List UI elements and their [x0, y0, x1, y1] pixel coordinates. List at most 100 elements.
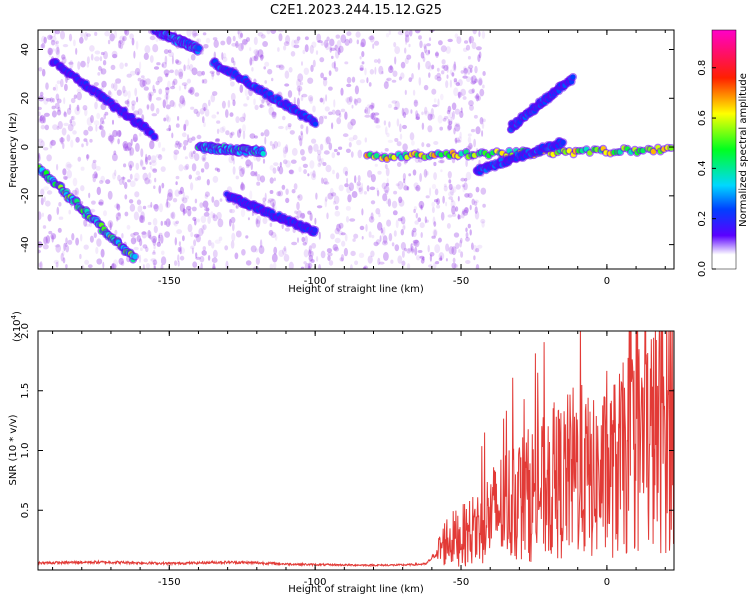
spectrogram-speckle — [451, 102, 457, 111]
spectrogram-speckle — [264, 61, 270, 67]
spectrogram-speckle — [446, 64, 449, 73]
spectrogram-speckle — [366, 77, 369, 84]
spectrogram-speckle — [260, 132, 264, 137]
spectrogram-speckle — [427, 65, 433, 71]
spectrogram-speckle — [43, 97, 49, 105]
spectrogram-speckle — [95, 165, 101, 171]
spectrogram-speckle — [242, 124, 246, 133]
spectrogram-speckle — [356, 97, 362, 104]
spectrogram-speckle — [229, 132, 233, 139]
spectrogram-speckle — [62, 250, 65, 256]
spectrogram-speckle — [120, 261, 125, 266]
spectrogram-speckle — [139, 61, 142, 70]
spectrogram-speckle — [204, 108, 210, 117]
spectrogram-speckle — [333, 246, 340, 252]
spectrogram-speckle — [361, 182, 364, 192]
spectrogram-speckle — [433, 172, 437, 181]
spectrogram-speckle — [235, 205, 238, 209]
spectrogram-speckle — [50, 39, 56, 46]
spectrogram-y-label: Frequency (Hz) — [8, 112, 19, 188]
spectrogram-speckle — [311, 242, 317, 249]
spectrogram-speckle — [131, 103, 135, 111]
spectrogram-speckle — [374, 163, 378, 167]
spectrogram-speckle — [42, 225, 47, 229]
spectrogram-speckle — [475, 93, 480, 102]
spectrogram-speckle — [224, 245, 229, 251]
spectrogram-speckle — [122, 141, 129, 149]
spectrogram-speckle — [453, 232, 460, 238]
spectrogram-speckle — [51, 110, 57, 118]
spectrogram-speckle — [186, 78, 191, 84]
spectrogram-speckle — [323, 181, 330, 185]
spectrogram-speckle — [291, 241, 298, 246]
spectrogram-speckle — [221, 125, 226, 132]
spectrogram-speckle — [282, 146, 289, 154]
spectrogram-speckle — [119, 62, 124, 70]
spectrogram-speckle — [95, 246, 99, 255]
spectrogram-speckle — [302, 49, 306, 55]
spectrogram-speckle — [118, 130, 122, 138]
spectrogram-speckle — [114, 204, 120, 209]
spectrogram-speckle — [370, 112, 374, 120]
spectrogram-speckle — [105, 179, 111, 185]
spectrogram-speckle — [311, 173, 317, 181]
spectrogram-speckle — [465, 159, 468, 168]
spectrogram-speckle — [411, 140, 415, 146]
spectrogram-speckle — [202, 157, 205, 161]
spectrogram-speckle — [447, 125, 451, 132]
spectrogram-speckle — [478, 79, 483, 86]
spectrogram-speckle — [332, 169, 335, 175]
spectrogram-speckle — [352, 134, 358, 140]
spectrogram-speckle — [332, 244, 338, 251]
spectrogram-speckle — [397, 255, 403, 264]
spectrogram-speckle — [475, 46, 482, 51]
spectrogram-speckle — [171, 80, 176, 88]
spectrogram-speckle — [264, 192, 267, 202]
spectrogram-speckle — [404, 47, 407, 54]
spectrogram-speckle — [372, 43, 375, 49]
spectrogram-speckle — [412, 242, 418, 246]
spectrogram-speckle — [378, 65, 384, 75]
x-tick-label: -150 — [158, 276, 181, 287]
spectrogram-speckle — [54, 102, 60, 110]
spectrogram-speckle — [361, 236, 364, 240]
spectrogram-speckle — [232, 158, 235, 165]
spectrogram-speckle — [465, 236, 470, 242]
spectrogram-speckle — [149, 93, 152, 102]
spectrogram-speckle — [399, 123, 402, 133]
y-tick-label: 1.0 — [20, 443, 31, 459]
spectrogram-speckle — [466, 66, 471, 75]
spectrogram-speckle — [454, 137, 461, 143]
spectrogram-speckle — [394, 100, 400, 110]
spectrogram-speckle — [194, 153, 200, 162]
spectrogram-speckle — [459, 110, 464, 118]
spectrogram-speckle — [357, 149, 363, 159]
spectrogram-speckle — [432, 228, 438, 237]
spectrogram-speckle — [177, 68, 184, 78]
spectrogram-speckle — [428, 72, 431, 78]
spectrogram-speckle — [383, 81, 389, 89]
spectrogram-speckle — [324, 136, 329, 146]
spectrogram-speckle — [100, 175, 105, 183]
spectrogram-speckle — [150, 201, 153, 208]
spectrogram-speckle — [417, 62, 421, 71]
spectrogram-speckle — [124, 211, 129, 217]
spectrogram-speckle — [356, 39, 359, 45]
spectrogram-speckle — [369, 34, 375, 43]
spectrogram-speckle — [433, 221, 437, 227]
spectrogram-speckle — [175, 123, 180, 128]
spectrogram-speckle — [315, 50, 319, 55]
spectrogram-speckle — [122, 85, 126, 94]
spectrogram-speckle — [171, 132, 174, 139]
spectrogram-speckle — [65, 237, 68, 245]
spectrogram-speckle — [386, 178, 389, 185]
spectrogram-speckle — [330, 233, 335, 240]
spectrogram-speckle — [327, 255, 331, 261]
spectrogram-speckle — [297, 195, 301, 199]
spectrogram-speckle — [420, 51, 425, 59]
spectrogram-speckle — [415, 113, 420, 120]
spectrogram-speckle — [134, 236, 138, 243]
spectrogram-speckle — [291, 147, 298, 156]
spectrogram-speckle — [62, 44, 69, 48]
spectrogram-speckle — [329, 46, 333, 53]
